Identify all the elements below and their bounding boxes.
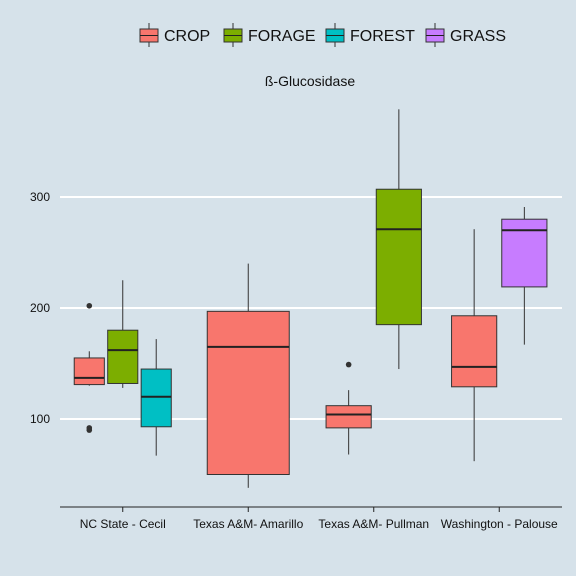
- y-tick-label-200: 200: [30, 301, 50, 315]
- outlier-point: [86, 302, 93, 309]
- y-tick-label-300: 300: [30, 190, 50, 204]
- legend: CROP FORAGE FOREST GRASS: [139, 23, 506, 47]
- legend-label-forage: FORAGE: [248, 28, 316, 45]
- box-texas-a-m-pullman-forage: [375, 109, 422, 370]
- box-body: [451, 315, 498, 388]
- box-body: [140, 368, 172, 428]
- x-axis: NC State - Cecil Texas A&M- Amarillo Texas…: [80, 507, 558, 531]
- box-texas-a-m-amarillo-crop: [206, 263, 290, 488]
- legend-label-crop: CROP: [164, 28, 210, 45]
- x-tick-label-texas-a-m-amarillo: Texas A&M- Amarillo: [193, 517, 303, 531]
- chart-title: ß-Glucosidase: [265, 73, 355, 89]
- boxes: [73, 109, 548, 488]
- y-tick-label-100: 100: [30, 412, 50, 426]
- box-nc-state-cecil-forest: [140, 339, 172, 456]
- x-tick-label-washington-palouse: Washington - Palouse: [441, 517, 558, 531]
- legend-item-forest: FOREST: [325, 23, 415, 47]
- box-body: [73, 357, 105, 386]
- box-nc-state-cecil-forage: [107, 280, 139, 388]
- box-texas-a-m-pullman-crop: [325, 361, 372, 455]
- outlier-point: [86, 427, 93, 433]
- x-tick-label-nc-state-cecil: NC State - Cecil: [80, 517, 166, 531]
- legend-label-grass: GRASS: [450, 28, 506, 45]
- legend-label-forest: FOREST: [350, 28, 415, 45]
- box-washington-palouse-crop: [451, 229, 498, 462]
- box-body: [325, 405, 372, 429]
- box-body: [206, 310, 290, 475]
- legend-item-forage: FORAGE: [223, 23, 316, 47]
- box-body: [375, 188, 422, 326]
- box-washington-palouse-grass: [501, 206, 548, 345]
- box-body: [107, 329, 139, 384]
- legend-item-grass: GRASS: [425, 23, 506, 47]
- box-nc-state-cecil-crop: [73, 302, 105, 433]
- x-tick-label-texas-a-m-pullman: Texas A&M- Pullman: [318, 517, 429, 531]
- outlier-point: [345, 361, 352, 368]
- legend-item-crop: CROP: [139, 23, 210, 47]
- y-axis: 100 200 300: [30, 190, 50, 426]
